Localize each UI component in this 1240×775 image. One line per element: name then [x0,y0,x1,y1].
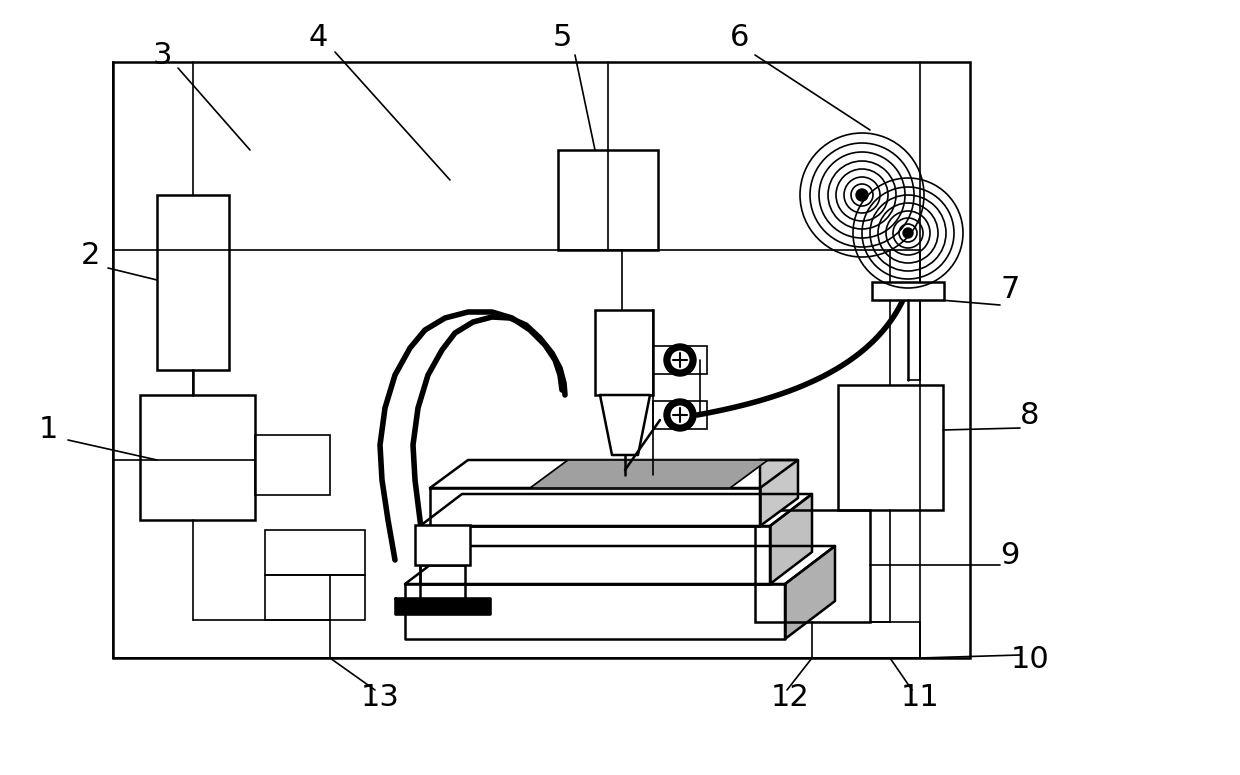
Polygon shape [600,395,650,455]
Circle shape [663,399,696,431]
Text: 7: 7 [1001,275,1019,305]
Polygon shape [785,546,835,639]
Polygon shape [420,526,770,584]
Text: 6: 6 [730,23,750,53]
Bar [652,401,707,429]
Bar [255,435,330,495]
Text: 4: 4 [309,23,327,53]
Text: 5: 5 [552,23,572,53]
Text: 9: 9 [1001,540,1019,570]
Circle shape [856,189,868,201]
Polygon shape [405,584,785,639]
Bar [652,346,707,374]
Bar [140,395,255,520]
Circle shape [663,344,696,376]
Text: 10: 10 [1011,646,1049,674]
Bar [872,282,944,300]
Bar [415,525,470,565]
Polygon shape [396,598,490,614]
Bar [113,62,970,658]
Polygon shape [430,460,799,488]
Bar [838,385,942,510]
Polygon shape [770,494,812,584]
Circle shape [671,406,688,424]
Text: 8: 8 [1021,401,1040,429]
Polygon shape [529,460,768,488]
Bar [265,530,365,575]
Polygon shape [405,546,835,584]
Bar [157,195,229,370]
Text: 11: 11 [900,684,940,712]
Text: 2: 2 [81,240,99,270]
Circle shape [671,351,688,369]
Text: 13: 13 [361,684,399,712]
Bar [595,310,653,395]
Polygon shape [760,460,799,526]
Circle shape [903,228,913,238]
Polygon shape [420,494,812,526]
Bar [558,150,658,250]
Text: 3: 3 [153,40,172,70]
Bar [755,510,870,622]
Text: 1: 1 [38,415,58,445]
Polygon shape [430,488,760,526]
Bar [265,575,365,620]
Text: 12: 12 [770,684,810,712]
